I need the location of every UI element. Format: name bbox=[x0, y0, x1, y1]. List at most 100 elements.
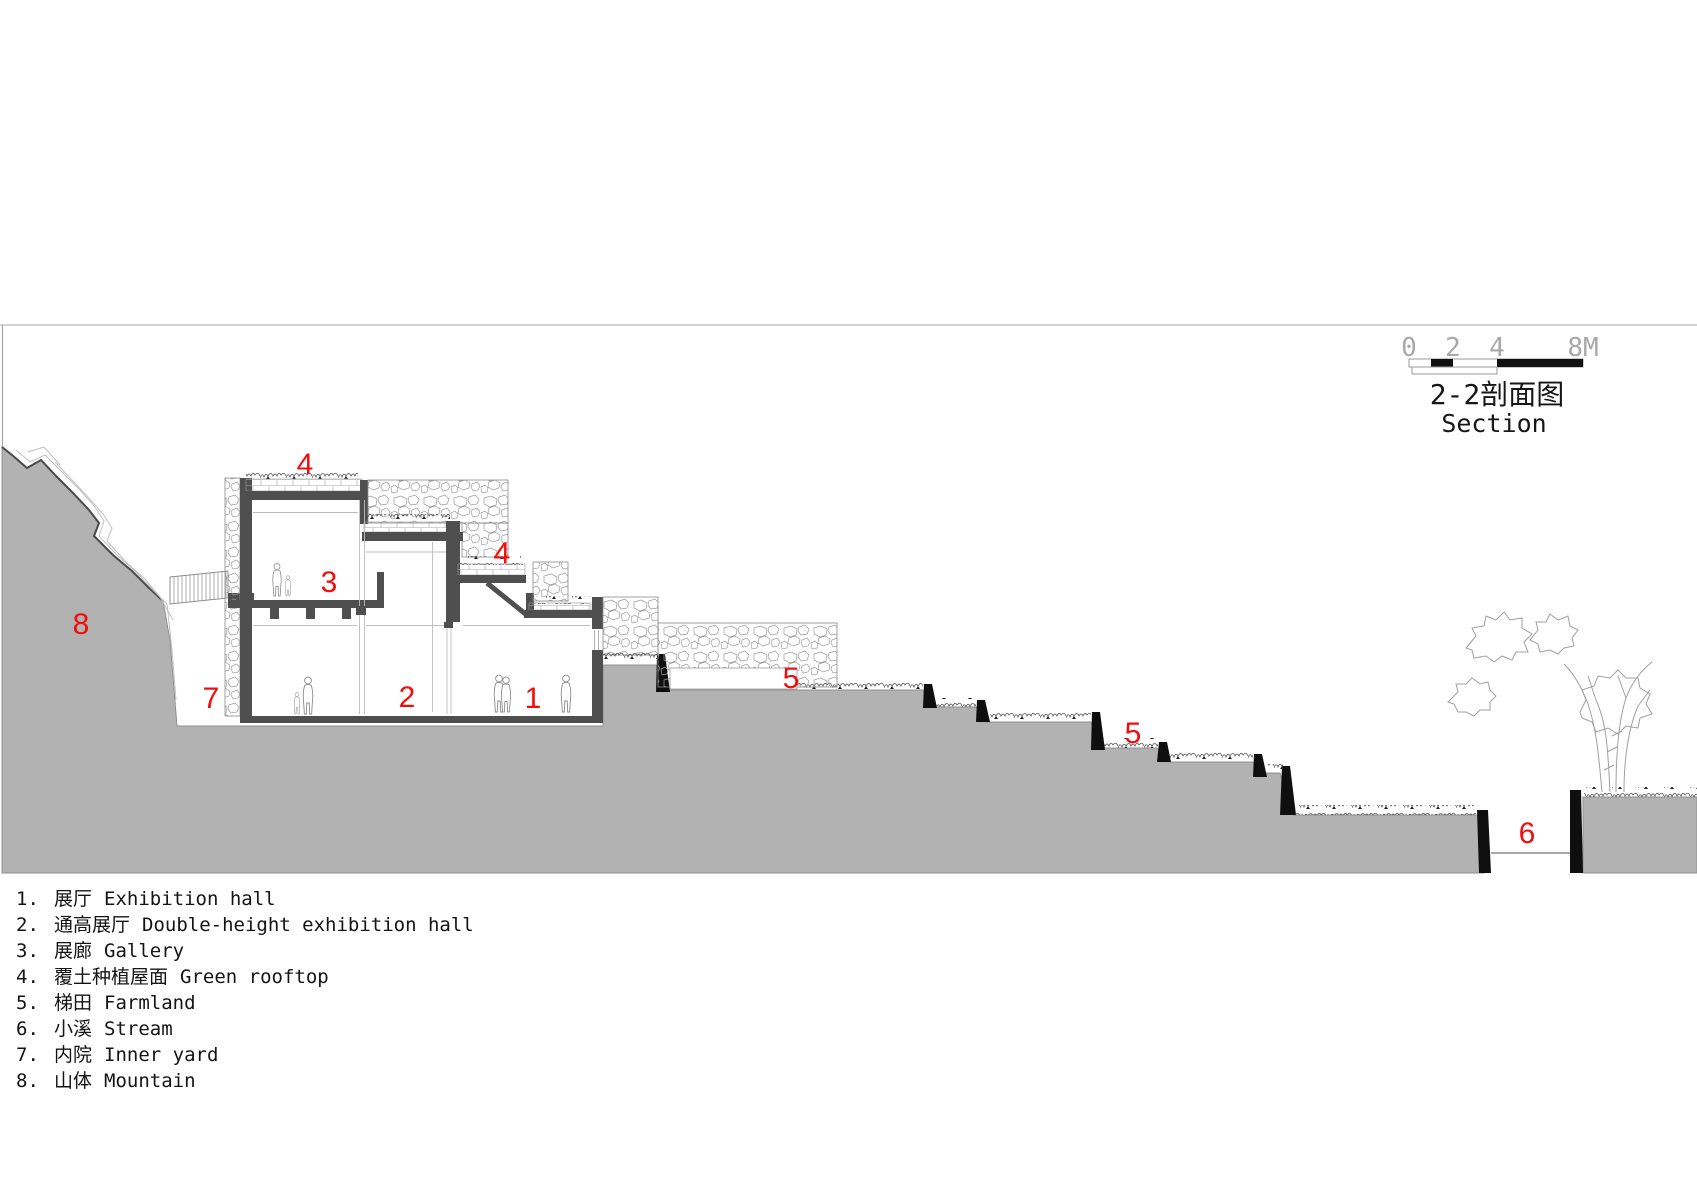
interior-lines bbox=[253, 500, 590, 714]
legend-item-en: Mountain bbox=[104, 1070, 196, 1092]
scale-tick-2: 2 bbox=[1445, 333, 1461, 363]
floor-support bbox=[270, 608, 279, 619]
legend-item-number: 6. bbox=[16, 1018, 39, 1040]
retaining-wall bbox=[1157, 742, 1171, 762]
legend-item-green-rooftop: 4. 覆土种植屋面 Green rooftop bbox=[16, 964, 474, 990]
stream-right-wall bbox=[1570, 790, 1583, 873]
legend-item-en: Stream bbox=[104, 1018, 173, 1040]
marker-stream: 6 bbox=[1519, 817, 1536, 850]
farmland-bed bbox=[669, 667, 798, 690]
legend-item-gallery: 3. 展廊 Gallery bbox=[16, 938, 474, 964]
retaining-wall bbox=[1280, 766, 1296, 815]
scale-bar: 0 2 4 8M bbox=[1401, 333, 1599, 375]
legend-item-inner-yard: 7. 内院 Inner yard bbox=[16, 1042, 474, 1068]
tree-trunk bbox=[1563, 661, 1653, 793]
retaining-wall bbox=[1091, 712, 1105, 750]
person-figure bbox=[293, 692, 301, 715]
grass-strip bbox=[936, 698, 976, 707]
mountain-cliff-edge bbox=[1, 446, 164, 602]
green-roof-grass bbox=[246, 469, 358, 479]
drawing-title-en: Section bbox=[1441, 409, 1546, 438]
marker-double-height-hall: 2 bbox=[399, 681, 416, 714]
legend-item-double-height-hall: 2. 通高展厅 Double-height exhibition hall bbox=[16, 912, 474, 938]
section-markers: 4 3 8 7 2 1 4 5 5 6 bbox=[73, 448, 1536, 850]
person-figure bbox=[560, 674, 572, 713]
marker-farmland-lower: 5 bbox=[1125, 717, 1142, 750]
legend-item-en: Farmland bbox=[104, 992, 196, 1014]
legend-item-zh: 覆土种植屋面 bbox=[54, 966, 169, 988]
legend-item-number: 8. bbox=[16, 1070, 39, 1092]
legend: 1. 展厅 Exhibition hall 2. 通高展厅 Double-height … bbox=[16, 886, 474, 1094]
scale-tick-8m: 8M bbox=[1567, 333, 1598, 363]
roof-grass bbox=[364, 514, 450, 523]
mullion-block bbox=[356, 606, 366, 615]
legend-item-exhibition-hall: 1. 展厅 Exhibition hall bbox=[16, 886, 474, 912]
legend-item-number: 7. bbox=[16, 1044, 39, 1066]
roof-slab bbox=[524, 610, 593, 618]
person-figure bbox=[285, 575, 291, 597]
legend-item-zh: 梯田 bbox=[54, 992, 93, 1014]
legend-item-zh: 展厅 bbox=[54, 888, 93, 910]
ground-floor-slab bbox=[240, 716, 603, 723]
grass-strip bbox=[1267, 764, 1283, 773]
roof-pavers bbox=[528, 602, 592, 611]
legend-item-number: 5. bbox=[16, 992, 39, 1014]
roof-pavers bbox=[457, 563, 526, 576]
mullion-block bbox=[444, 622, 453, 628]
tree bbox=[1447, 611, 1653, 793]
rock-strata-lines bbox=[15, 446, 177, 701]
grass-strip bbox=[603, 651, 659, 660]
roof-grass bbox=[529, 596, 590, 604]
gallery-floor-slab bbox=[228, 600, 384, 608]
marker-green-rooftop-mid: 4 bbox=[494, 537, 511, 570]
grass-strip bbox=[1584, 787, 1697, 797]
grass-strip bbox=[1104, 738, 1158, 748]
scale-bar-black-segment bbox=[1431, 359, 1453, 367]
legend-item-en: Exhibition hall bbox=[104, 888, 276, 910]
stream-left-wall bbox=[1477, 810, 1491, 873]
roof-slab bbox=[362, 532, 463, 541]
floor-support bbox=[342, 608, 351, 619]
legend-item-zh: 山体 bbox=[54, 1070, 93, 1092]
marker-exhibition-hall: 1 bbox=[525, 682, 542, 715]
legend-item-zh: 展廊 bbox=[54, 940, 93, 962]
right-wall bbox=[592, 597, 603, 717]
marker-green-rooftop-top: 4 bbox=[297, 448, 314, 481]
roof-grass bbox=[459, 556, 523, 565]
tree-canopy bbox=[1529, 613, 1579, 655]
legend-item-en: Gallery bbox=[104, 940, 185, 962]
legend-item-zh: 通高展厅 bbox=[54, 914, 131, 936]
legend-item-farmland: 5. 梯田 Farmland bbox=[16, 990, 474, 1016]
yard-ramp bbox=[169, 570, 229, 605]
retaining-wall bbox=[976, 700, 990, 722]
legend-item-en: Green rooftop bbox=[180, 966, 329, 988]
legend-item-zh: 内院 bbox=[54, 1044, 93, 1066]
legend-item-mountain: 8. 山体 Mountain bbox=[16, 1068, 474, 1094]
marker-gallery: 3 bbox=[321, 566, 338, 599]
tree-canopy bbox=[1579, 669, 1653, 735]
rubble-mass bbox=[602, 596, 659, 656]
marker-mountain: 8 bbox=[73, 608, 90, 641]
right-wall-window bbox=[592, 629, 603, 650]
marker-farmland-upper: 5 bbox=[783, 662, 800, 695]
clerestory-wall bbox=[360, 480, 368, 524]
roof-slab bbox=[457, 575, 526, 583]
left-wall bbox=[240, 478, 252, 716]
floor-support bbox=[306, 608, 315, 619]
legend-item-number: 4. bbox=[16, 966, 39, 988]
tree-canopy bbox=[1465, 611, 1533, 663]
building-section bbox=[169, 469, 838, 723]
left-stone-wall bbox=[224, 477, 241, 717]
person-figure bbox=[272, 563, 282, 597]
legend-item-stream: 6. 小溪 Stream bbox=[16, 1016, 474, 1042]
scale-bar-row2 bbox=[1411, 366, 1498, 375]
grass-strip bbox=[990, 713, 1091, 722]
scale-tick-4: 4 bbox=[1489, 333, 1505, 363]
drawing-title-zh: 2-2剖面图 bbox=[1430, 378, 1565, 411]
stream-right-bank bbox=[1582, 796, 1697, 874]
legend-item-number: 3. bbox=[16, 940, 39, 962]
scale-bar-black-segment bbox=[1497, 359, 1583, 367]
legend-item-en: Inner yard bbox=[104, 1044, 219, 1066]
